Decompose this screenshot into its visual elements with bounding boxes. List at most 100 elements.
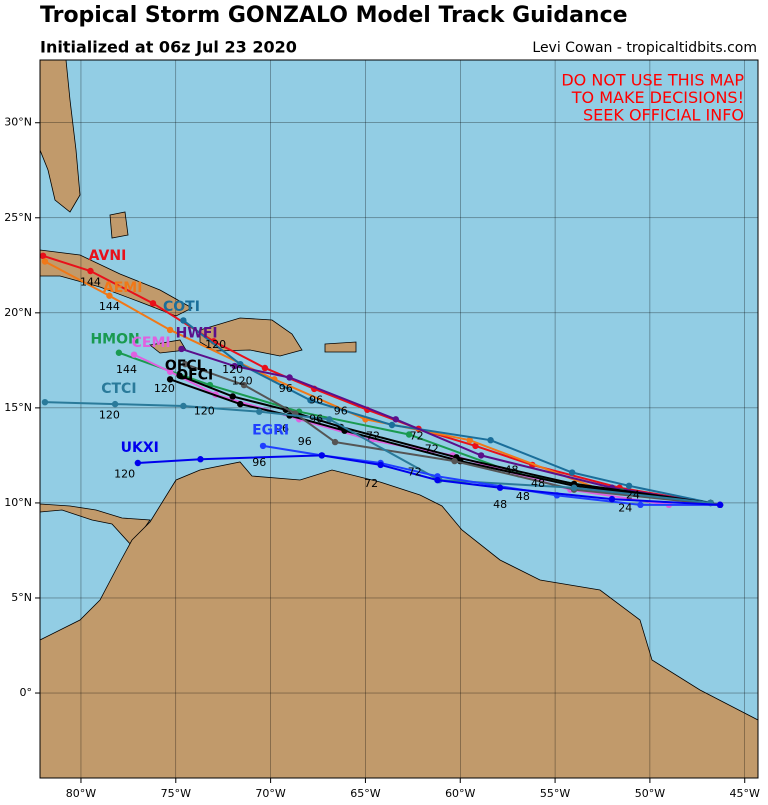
- track-line: [137, 454, 721, 506]
- hour-label: 120: [99, 408, 120, 421]
- hour-label: 72: [366, 429, 380, 442]
- hour-label: 24: [626, 488, 640, 501]
- track-point: [487, 436, 494, 444]
- track-point: [570, 484, 578, 491]
- track-point: [434, 476, 441, 484]
- track-point: [197, 456, 204, 463]
- hour-label: 96: [298, 435, 312, 448]
- hour-label: 48: [531, 477, 545, 490]
- track-point: [716, 501, 724, 509]
- track-point: [405, 431, 413, 438]
- track-point: [106, 292, 113, 299]
- hour-label: 144: [116, 363, 137, 376]
- hour-label: 48: [504, 464, 518, 477]
- land: [40, 60, 758, 778]
- track-point: [182, 360, 189, 368]
- track-point: [40, 252, 47, 259]
- track-point: [472, 442, 479, 450]
- frame: [39, 59, 759, 779]
- track-point: [180, 402, 187, 410]
- y-tick-label: 0°: [20, 686, 33, 699]
- hour-label: 120: [232, 374, 253, 387]
- y-tick-label: 20°N: [4, 306, 32, 319]
- track-point: [625, 482, 633, 490]
- hour-label: 96: [309, 393, 323, 406]
- hour-label: 24: [618, 502, 632, 515]
- track-point: [149, 300, 157, 307]
- track-point: [176, 372, 183, 379]
- x-tick-label: 70°W: [255, 787, 285, 800]
- warning-line: TO MAKE DECISIONS!: [571, 88, 744, 107]
- x-tick-label: 45°W: [730, 787, 760, 800]
- x-tick-label: 60°W: [445, 787, 475, 800]
- y-tick-label: 10°N: [4, 496, 32, 509]
- track-point: [307, 397, 314, 404]
- track-point: [261, 364, 269, 372]
- hour-label: 144: [99, 300, 120, 313]
- hour-label: 48: [493, 498, 507, 511]
- model-name: HWFI: [176, 326, 218, 342]
- track-point: [229, 393, 236, 400]
- track-point: [41, 258, 49, 265]
- model-name: COTI: [163, 299, 200, 315]
- hour-label: 144: [80, 275, 101, 288]
- hour-label: 120: [222, 363, 243, 376]
- track-point: [130, 351, 138, 358]
- y-tick-label: 25°N: [4, 211, 32, 224]
- track-point: [477, 452, 485, 459]
- model-name: OFCL: [165, 358, 206, 374]
- model-name: EGRI: [252, 423, 289, 439]
- track-point: [326, 416, 333, 423]
- track-point: [496, 484, 504, 491]
- hour-label: 72: [408, 466, 422, 479]
- title: Tropical Storm GONZALO Model Track Guida…: [40, 3, 628, 28]
- track-point: [180, 317, 187, 324]
- hour-label: 120: [154, 382, 175, 395]
- y-tick-label: 5°N: [11, 591, 32, 604]
- track-point: [166, 368, 174, 375]
- track-point: [237, 400, 244, 408]
- hour-label: 48: [516, 490, 530, 503]
- track-point: [331, 438, 339, 446]
- track-point: [451, 457, 458, 465]
- track-point: [392, 416, 399, 423]
- hour-label: 120: [114, 467, 135, 480]
- hour-label: 120: [205, 338, 226, 351]
- track-point: [466, 436, 473, 444]
- x-tick-label: 50°W: [635, 787, 665, 800]
- track-point: [87, 267, 94, 275]
- model-name: AEMI: [103, 280, 143, 296]
- track-point: [111, 400, 119, 408]
- hour-label: 72: [364, 477, 378, 490]
- track-point: [237, 360, 244, 368]
- y-tick-label: 15°N: [4, 401, 32, 414]
- model-name: OFCI: [176, 368, 213, 384]
- track-point: [178, 345, 185, 353]
- hour-label: 96: [309, 412, 323, 425]
- model-name: CEMI: [132, 335, 171, 351]
- x-tick-label: 55°W: [540, 787, 570, 800]
- hour-label: 96: [279, 382, 293, 395]
- hour-label: 72: [410, 429, 424, 442]
- model-name: AVNI: [89, 248, 127, 264]
- hour-label: 96: [275, 422, 289, 435]
- x-tick-label: 75°W: [161, 787, 191, 800]
- track-line: [44, 401, 711, 504]
- track-point: [377, 461, 384, 469]
- track-point: [166, 376, 174, 383]
- y-tick-label: 30°N: [4, 116, 32, 129]
- hour-label: 96: [334, 405, 348, 418]
- track-point: [318, 452, 326, 459]
- hour-label: 120: [194, 405, 215, 418]
- track-point: [41, 398, 49, 406]
- track-point: [166, 326, 174, 334]
- model-name: CTCI: [101, 381, 136, 397]
- track-point: [259, 442, 267, 450]
- track-point: [231, 362, 238, 370]
- track-point: [637, 501, 644, 509]
- credit: Levi Cowan - tropicaltidbits.com: [532, 40, 757, 56]
- track-point: [115, 349, 123, 356]
- track-point: [608, 495, 616, 503]
- warning-line: SEEK OFFICIAL INFO: [583, 106, 744, 125]
